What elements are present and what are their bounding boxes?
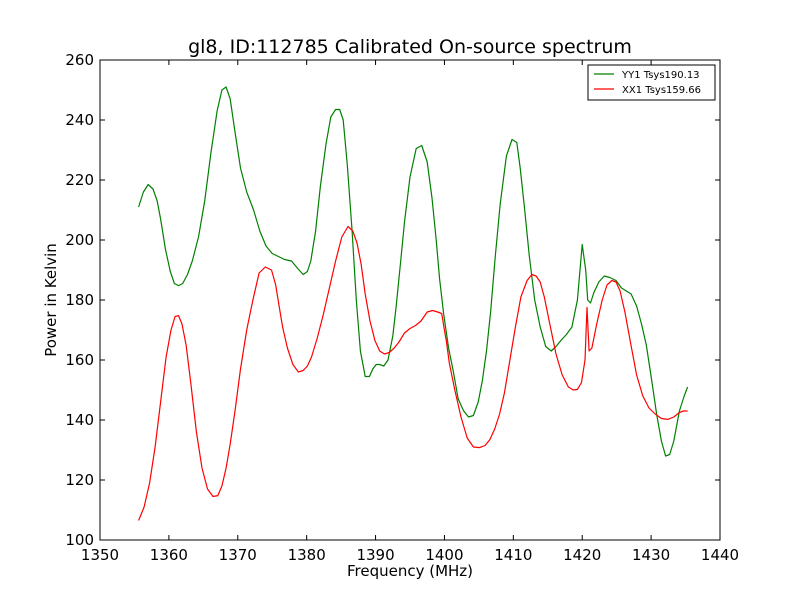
x-tick-label: 1350 [81, 546, 119, 564]
x-tick-label: 1360 [150, 546, 188, 564]
y-tick-label: 140 [65, 411, 94, 429]
y-tick-label: 260 [65, 51, 94, 69]
x-tick-label: 1410 [494, 546, 532, 564]
y-tick-label: 220 [65, 171, 94, 189]
y-tick-label: 160 [65, 351, 94, 369]
x-tick-label: 1370 [219, 546, 257, 564]
y-axis-ticks: 100 120 140 160 180 200 220 240 260 [65, 51, 720, 549]
y-tick-label: 100 [65, 531, 94, 549]
y-tick-label: 120 [65, 471, 94, 489]
y-tick-label: 240 [65, 111, 94, 129]
plot-area: 1350 1360 1370 1380 1390 1400 1410 1420 1430 1440… [65, 51, 739, 564]
chart-title: gl8, ID:112785 Calibrated On-source spec… [188, 36, 632, 58]
series-line-1 [138, 225, 688, 521]
y-tick-label: 200 [65, 231, 94, 249]
x-tick-label: 1420 [563, 546, 601, 564]
x-axis-ticks: 1350 1360 1370 1380 1390 1400 1410 1420 1430 1440 [81, 60, 739, 564]
legend-frame [587, 64, 716, 101]
x-tick-label: 1430 [632, 546, 670, 564]
series-layer [138, 86, 689, 521]
x-tick-label: 1380 [288, 546, 326, 564]
plot-frame [99, 59, 721, 541]
x-tick-label: 1440 [701, 546, 739, 564]
series-line-0 [138, 86, 689, 457]
x-axis-title: Frequency (MHz) [347, 562, 473, 580]
legend-label-yy1: YY1 Tsys190.13 [621, 70, 700, 81]
y-tick-label: 180 [65, 291, 94, 309]
legend: YY1 Tsys190.13 XX1 Tsys159.66 [587, 64, 716, 101]
legend-label-xx1: XX1 Tsys159.66 [622, 85, 701, 96]
x-tick-label: 1400 [425, 546, 463, 564]
x-tick-label: 1390 [356, 546, 394, 564]
y-axis-title: Power in Kelvin [42, 243, 60, 357]
